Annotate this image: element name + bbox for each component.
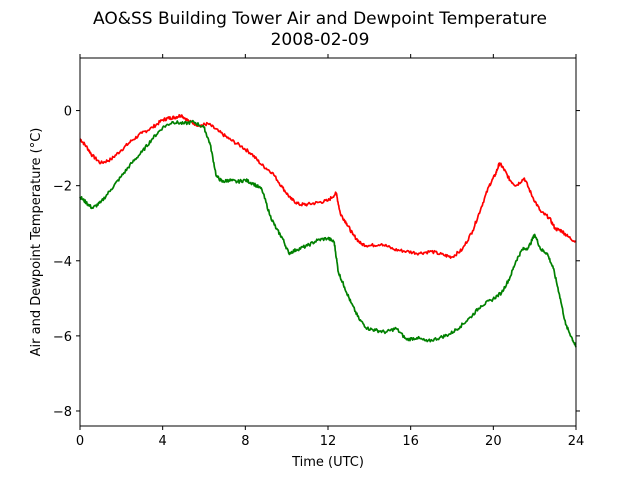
series-group xyxy=(79,113,577,348)
y-tick-label: −8 xyxy=(53,405,72,420)
x-tick-label: 24 xyxy=(568,434,585,449)
y-axis-label: Air and Dewpoint Temperature (°C) xyxy=(29,128,44,357)
y-tick-label: −2 xyxy=(53,180,72,195)
y-tick-label: −6 xyxy=(53,330,72,345)
chart-subtitle: 2008-02-09 xyxy=(271,30,370,50)
x-tick-label: 12 xyxy=(320,434,337,449)
chart-title: AO&SS Building Tower Air and Dewpoint Te… xyxy=(93,9,547,29)
x-axis-label: Time (UTC) xyxy=(291,455,364,470)
x-tick-label: 8 xyxy=(241,434,249,449)
y-axis: −8 −6 −4 −2 0 xyxy=(53,105,580,420)
plot-frame xyxy=(79,57,577,427)
x-tick-label: 16 xyxy=(402,434,419,449)
y-tick-label: −4 xyxy=(53,255,72,270)
plot-area xyxy=(79,57,577,427)
x-axis: 0 4 8 12 16 20 24 xyxy=(76,54,584,449)
x-tick-label: 4 xyxy=(159,434,167,449)
series-line-1 xyxy=(79,119,577,348)
x-tick-label: 0 xyxy=(76,434,84,449)
x-tick-label: 20 xyxy=(485,434,502,449)
series-line-0 xyxy=(79,113,577,259)
y-tick-label: 0 xyxy=(64,105,72,120)
